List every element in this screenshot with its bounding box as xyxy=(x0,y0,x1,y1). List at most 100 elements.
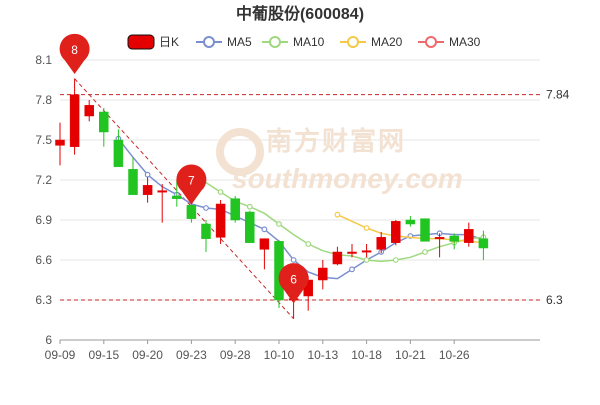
x-tick-label: 09-28 xyxy=(220,348,251,362)
candle-body xyxy=(420,218,430,242)
candle-body xyxy=(347,251,357,254)
candle-body xyxy=(172,195,182,199)
price-marker: 7 xyxy=(176,164,207,205)
candle-body xyxy=(259,238,270,250)
candle xyxy=(128,157,138,195)
candle-body xyxy=(245,211,255,243)
grid xyxy=(60,59,540,341)
moving-averages xyxy=(115,135,487,281)
ma10-point xyxy=(246,203,253,210)
marker-pin xyxy=(176,164,207,205)
ma20-line xyxy=(337,213,484,244)
x-tick-label: 10-21 xyxy=(395,348,426,362)
candle xyxy=(347,244,357,258)
candle-body xyxy=(113,139,124,167)
ma5-point xyxy=(290,257,297,263)
ma5-point xyxy=(203,205,209,211)
candle-body xyxy=(55,139,65,146)
candle-body xyxy=(186,205,197,219)
candle-body xyxy=(142,185,153,195)
ma10-point xyxy=(276,221,282,227)
legend-item: MA5 xyxy=(196,35,252,49)
y-tick-label: 7.2 xyxy=(35,173,52,187)
chart-title: 中葡股份(600084) xyxy=(236,4,364,23)
candle xyxy=(478,230,489,260)
ma5-point xyxy=(261,226,268,233)
candle xyxy=(332,246,343,266)
candle xyxy=(245,210,255,243)
y-tick-label: 6.3 xyxy=(35,293,52,307)
legend-swatch xyxy=(127,34,155,50)
candle-body xyxy=(332,251,343,265)
watermark-cn-text: 南方财富网 xyxy=(266,126,406,156)
candles xyxy=(55,78,489,319)
candle-body xyxy=(215,203,226,238)
ma10-point xyxy=(305,241,312,247)
x-tick-label: 10-18 xyxy=(351,348,382,362)
y-tick-label: 6.9 xyxy=(35,213,52,227)
legend-label: MA20 xyxy=(371,35,403,49)
candle-body xyxy=(478,238,489,249)
candle xyxy=(186,204,197,223)
ma10-point xyxy=(363,257,370,263)
candle-body xyxy=(99,111,109,133)
marker-label: 7 xyxy=(188,174,195,188)
candle-body xyxy=(376,237,386,250)
reference-lines: 7.84 6.3 xyxy=(60,88,570,307)
y-tick-label: 6.6 xyxy=(35,253,52,267)
candle xyxy=(391,220,401,246)
candle xyxy=(420,218,430,242)
legend-label: 日K xyxy=(159,35,179,49)
candle-body xyxy=(201,223,211,239)
x-tick-label: 09-09 xyxy=(45,348,76,362)
legend: 日K MA5 MA10 MA20 MA30 xyxy=(127,34,481,50)
legend-swatch-circle xyxy=(269,36,281,48)
marker-pin xyxy=(278,263,309,304)
ma10-point xyxy=(217,189,224,195)
candle xyxy=(405,216,416,227)
reference-line-label: 7.84 xyxy=(546,88,570,102)
y-tick-label: 8.1 xyxy=(35,53,52,67)
candle-body xyxy=(84,105,94,117)
markers: 8 7 6 xyxy=(59,33,309,304)
legend-label: MA30 xyxy=(449,35,481,49)
legend-item: MA10 xyxy=(262,35,325,49)
candle xyxy=(318,260,328,290)
legend-item: 日K xyxy=(127,34,179,50)
candle xyxy=(113,129,124,167)
legend-swatch-circle xyxy=(425,36,437,48)
watermark: 南方财富网 southmoney.com xyxy=(216,126,463,194)
x-tick-label: 09-23 xyxy=(176,348,207,362)
candle xyxy=(142,177,153,203)
watermark-en-text: southmoney.com xyxy=(232,163,463,194)
price-marker: 6 xyxy=(278,263,309,304)
candle-body xyxy=(128,169,138,195)
marker-label: 6 xyxy=(290,272,297,286)
ma5-line xyxy=(117,138,484,280)
price-marker: 8 xyxy=(59,33,90,74)
x-tick-label: 09-15 xyxy=(88,348,119,362)
marker-pin xyxy=(59,33,90,74)
candle-body xyxy=(318,267,328,281)
candle-body xyxy=(405,219,416,225)
axes: 6 6.3 6.6 6.9 7.2 7.5 7.8 8.1 09-09 09-15 09-20 09-… xyxy=(35,53,540,362)
candle-body xyxy=(69,94,80,147)
legend-label: MA5 xyxy=(227,35,252,49)
candle xyxy=(259,238,270,270)
ma5-point xyxy=(144,171,151,178)
candle xyxy=(84,100,94,122)
ma10-point xyxy=(392,257,399,263)
candle-body xyxy=(230,198,240,221)
candle xyxy=(55,122,65,166)
candle-body xyxy=(157,190,167,193)
candle xyxy=(99,108,109,147)
candle-body xyxy=(361,250,372,253)
x-tick-label: 10-26 xyxy=(439,348,470,362)
legend-label: MA10 xyxy=(293,35,325,49)
candle xyxy=(230,196,240,223)
candle-body xyxy=(434,237,445,240)
candle xyxy=(172,180,182,207)
candle xyxy=(157,184,167,223)
